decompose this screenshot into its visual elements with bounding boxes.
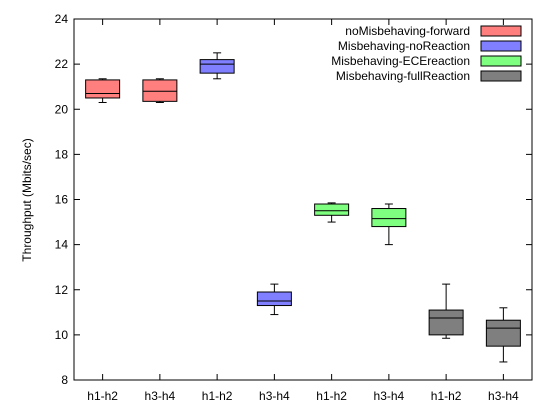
box-h1-h2: [85, 78, 121, 103]
box-h3-h4: [142, 78, 178, 103]
legend-label: noMisbehaving-forward: [345, 24, 470, 38]
y-axis-title: Throughput (Mbits/sec): [20, 138, 34, 261]
box-body: [428, 309, 464, 336]
legend-label: Misbehaving-fullReaction: [336, 69, 470, 83]
box-h1-h2: [199, 52, 235, 80]
y-tick-label: 20: [55, 102, 69, 116]
box-h1-h2: [428, 283, 464, 339]
box-h1-h2: [314, 202, 350, 223]
x-tick-label: h1-h2: [316, 389, 347, 403]
x-tick-label: h1-h2: [87, 389, 118, 403]
box-h3-h4: [256, 283, 292, 316]
legend-label: Misbehaving-ECEreaction: [331, 54, 470, 68]
legend: noMisbehaving-forwardMisbehaving-noReact…: [331, 24, 522, 83]
legend-swatch: [480, 40, 522, 52]
y-tick-label: 8: [61, 373, 68, 387]
legend-swatch: [480, 55, 522, 67]
axis-ticks: 8 10 12 14 16 18 20 22 24 h1-h2 h3-h4 h1-h2 h3-h4 h1-…: [55, 12, 532, 403]
box-body: [256, 291, 292, 307]
box-h3-h4: [371, 203, 407, 246]
y-tick-label: 22: [55, 57, 69, 71]
box-body: [314, 203, 350, 216]
y-tick-label: 16: [55, 193, 69, 207]
legend-swatch: [480, 70, 522, 82]
x-tick-label: h3-h4: [488, 389, 519, 403]
box-body: [485, 319, 521, 347]
x-tick-label: h3-h4: [374, 389, 405, 403]
y-tick-label: 12: [55, 283, 69, 297]
x-tick-label: h3-h4: [259, 389, 290, 403]
box-h3-h4: [485, 307, 521, 363]
box-body: [142, 79, 178, 102]
y-tick-label: 24: [55, 12, 69, 26]
y-tick-label: 14: [55, 238, 69, 252]
y-tick-label: 18: [55, 147, 69, 161]
x-tick-label: h3-h4: [145, 389, 176, 403]
y-tick-label: 10: [55, 328, 69, 342]
box-body: [371, 208, 407, 228]
box-body: [199, 59, 235, 74]
x-tick-label: h1-h2: [431, 389, 462, 403]
plot-boxes: [85, 52, 521, 363]
legend-label: Misbehaving-noReaction: [338, 39, 470, 53]
legend-swatch: [480, 25, 522, 37]
plot-frame: [73, 18, 533, 381]
box-body: [85, 79, 121, 99]
x-tick-label: h1-h2: [202, 389, 233, 403]
